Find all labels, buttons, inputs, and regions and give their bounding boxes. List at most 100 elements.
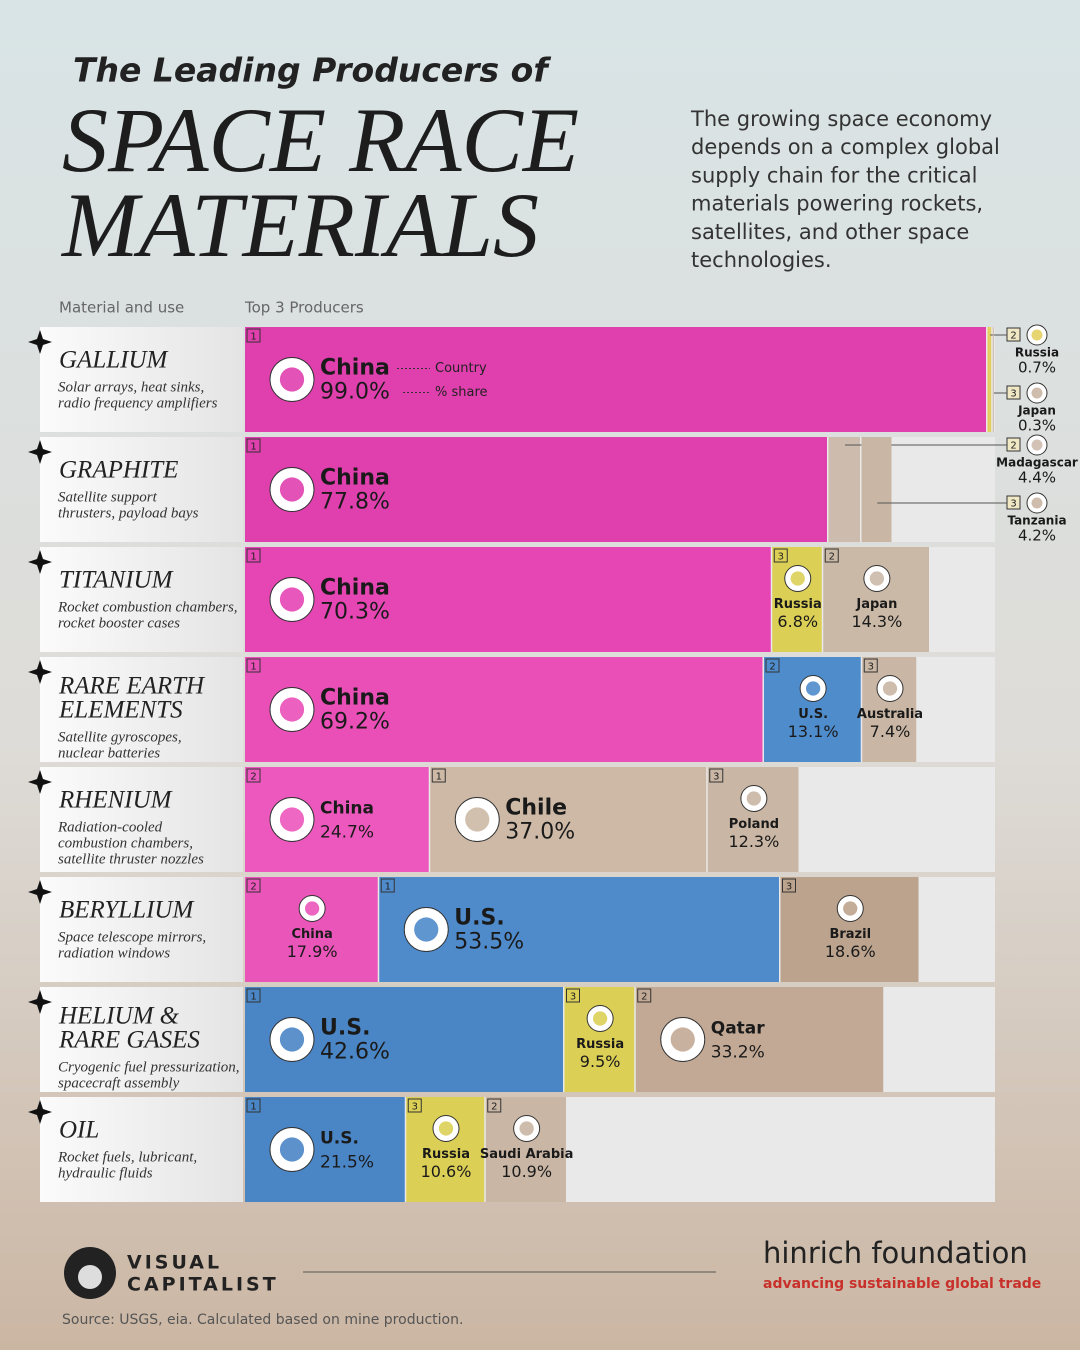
material-use: hydraulic fluids: [58, 1165, 153, 1181]
country: Australia: [857, 707, 923, 722]
share-label: 42.6%: [320, 1040, 390, 1065]
row: OIL Rocket fuels, lubricant,hydraulic flu…: [28, 1097, 995, 1202]
rank-box: [637, 988, 652, 1003]
share-label: 0.7%: [1018, 359, 1056, 377]
share-label: 13.1%: [788, 722, 839, 741]
rank-box: [782, 878, 796, 893]
bar-segment: [764, 657, 861, 762]
bar-segment: [987, 327, 992, 432]
share-label: 4.2%: [1018, 527, 1056, 545]
rank-box: [431, 768, 446, 783]
share-label: 10.6%: [421, 1162, 472, 1181]
bar-segment: [564, 987, 635, 1092]
rank-box: [246, 878, 261, 893]
source: Source: USGS, eia. Calculated based on m…: [62, 1312, 463, 1328]
material: BERYLLIUM: [59, 897, 194, 924]
share-label: 12.3%: [728, 832, 779, 851]
material: GRAPHITE: [59, 457, 178, 484]
material: RHENIUM: [58, 787, 173, 814]
country: China: [320, 356, 390, 381]
rank: 2: [829, 552, 835, 563]
flag: [805, 681, 821, 696]
rank-box: [709, 768, 724, 783]
material: OIL: [59, 1117, 99, 1144]
rank: 3: [868, 662, 874, 673]
share-label: 18.6%: [825, 942, 876, 961]
bar-segment: [245, 877, 378, 982]
sparkle: [28, 990, 52, 1014]
share-label: 24.7%: [320, 823, 374, 843]
rank: 2: [1010, 331, 1016, 342]
rank: 2: [1010, 441, 1016, 452]
material-use: Rocket combustion chambers,: [57, 599, 238, 615]
share-label: 21.5%: [320, 1153, 374, 1173]
tagline: advancing sustainable global trade: [763, 1276, 1041, 1292]
column-header: Material and use: [59, 299, 184, 317]
sparkle: [28, 1100, 52, 1124]
share-label: 14.3%: [851, 612, 902, 631]
label-panel: [40, 1097, 243, 1202]
description-line: supply chain for the critical: [691, 163, 977, 187]
rank: 2: [491, 1102, 497, 1113]
share-label: 33.2%: [711, 1043, 765, 1063]
flag: [1031, 497, 1043, 509]
label-panel: [40, 657, 243, 762]
country: U.S.: [320, 1129, 359, 1149]
title-main: SPACE RACE: [62, 89, 579, 191]
rank-box: [246, 988, 261, 1003]
material: HELIUM &: [58, 1003, 180, 1030]
rank-box: [246, 658, 261, 673]
title: The Leading Producers of: [73, 51, 551, 90]
description-line: The growing space economy: [690, 107, 992, 131]
bar-segment: [828, 437, 860, 542]
rank-box: [407, 1098, 422, 1113]
flag: [279, 367, 305, 392]
flag: [592, 1011, 608, 1026]
country: Saudi Arabia: [480, 1147, 573, 1162]
flag: [882, 681, 898, 696]
country: Japan: [855, 597, 897, 612]
bar-segment: [245, 437, 827, 542]
column-header: Top 3 Producers: [244, 299, 364, 317]
label-panel: [40, 437, 243, 542]
material: GALLIUM: [59, 347, 169, 374]
partner: hinrich foundation: [763, 1236, 1028, 1270]
row: BERYLLIUM Space telescope mirrors,radiati…: [28, 877, 995, 982]
bar-segment: [992, 327, 994, 432]
material-use: Radiation-cooled: [57, 819, 163, 835]
rank: 1: [250, 1102, 256, 1113]
title-main: MATERIALS: [60, 174, 539, 276]
share-label: 17.9%: [287, 942, 338, 961]
sparkle: [28, 550, 52, 574]
rank: 2: [769, 662, 775, 673]
material: ELEMENTS: [58, 697, 183, 724]
rank: 1: [385, 882, 391, 893]
material: RARE EARTH: [58, 673, 206, 700]
logo-mark: [78, 1265, 102, 1289]
country: U.S.: [320, 1016, 370, 1041]
flag: [869, 571, 885, 586]
material-use: Satellite support: [58, 489, 158, 505]
share-label: 6.8%: [777, 612, 818, 631]
material-use: radiation windows: [58, 945, 170, 961]
material-use: combustion chambers,: [58, 835, 193, 851]
label-panel: [40, 547, 243, 652]
flag: [1031, 387, 1043, 399]
row: HELIUM &RARE GASES Cryogenic fuel pressur…: [28, 987, 995, 1092]
rank-box: [246, 328, 261, 343]
country: Tanzania: [1007, 514, 1066, 528]
country: China: [320, 686, 390, 711]
sparkle: [28, 330, 52, 354]
flag: [670, 1027, 695, 1052]
flag: [279, 477, 305, 502]
description-line: satellites, and other space: [691, 220, 969, 244]
rank: 1: [250, 992, 256, 1003]
footer: VISUAL CAPITALIST hinrich foundation adv…: [62, 1236, 1041, 1328]
material: RARE GASES: [58, 1027, 200, 1054]
rank: 3: [713, 772, 719, 783]
flag: [279, 1137, 305, 1162]
country: Russia: [1015, 346, 1059, 360]
